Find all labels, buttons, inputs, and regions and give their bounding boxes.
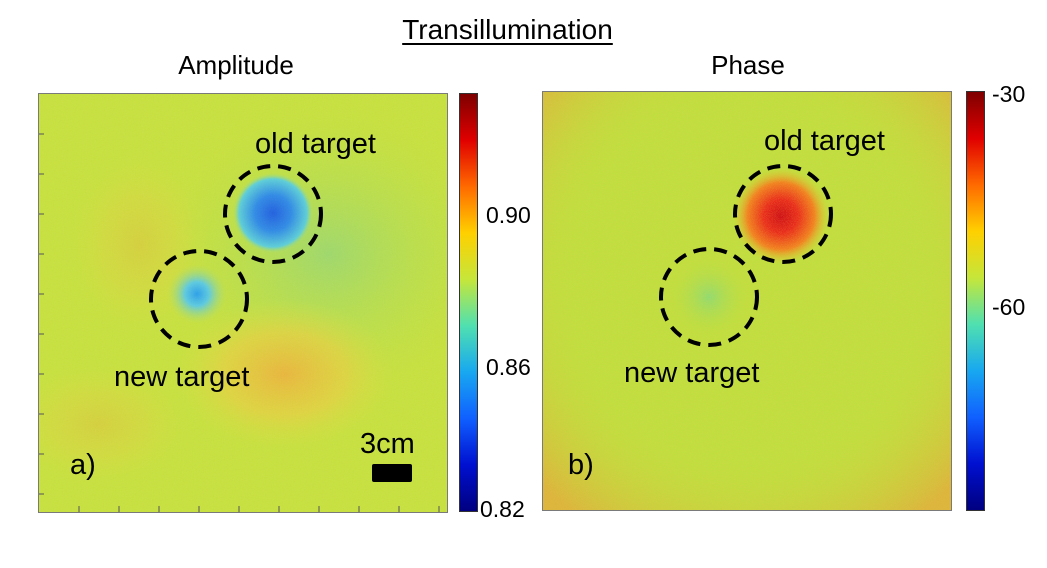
amplitude-subtitle: Amplitude xyxy=(178,50,294,80)
phase-old-target-label: old target xyxy=(764,125,885,157)
amplitude-panel-label: a) xyxy=(70,449,96,481)
amplitude-image xyxy=(39,94,447,512)
amplitude-old-target-circle xyxy=(223,164,323,264)
phase-colorbar xyxy=(966,91,985,511)
amplitude-map xyxy=(38,93,448,513)
scale-bar-label: 3cm xyxy=(360,428,415,460)
amplitude-colorbar-tick: 0.90 xyxy=(486,202,531,228)
amplitude-old-target-label: old target xyxy=(255,128,376,160)
amplitude-new-target-circle xyxy=(149,249,249,349)
amplitude-new-target-label: new target xyxy=(114,361,250,393)
amplitude-colorbar-tick: 0.86 xyxy=(486,354,531,380)
phase-map xyxy=(542,91,952,511)
amplitude-colorbar-tick: 0.82 xyxy=(480,496,525,522)
phase-subtitle: Phase xyxy=(711,50,785,80)
amplitude-colorbar xyxy=(459,93,478,512)
amplitude-axis-ticks xyxy=(39,133,440,512)
figure-title: Transillumination xyxy=(402,14,613,45)
phase-colorbar-tick: -60 xyxy=(992,294,1026,320)
phase-new-target-label: new target xyxy=(624,357,760,389)
phase-old-target-circle xyxy=(733,164,833,264)
phase-noise-texture xyxy=(543,92,951,510)
phase-panel-label: b) xyxy=(568,449,594,481)
phase-colorbar-tick: -30 xyxy=(992,81,1026,107)
scale-bar xyxy=(372,464,412,482)
phase-image xyxy=(543,92,951,510)
amplitude-noise-texture xyxy=(39,94,447,512)
phase-new-target-circle xyxy=(659,247,759,347)
